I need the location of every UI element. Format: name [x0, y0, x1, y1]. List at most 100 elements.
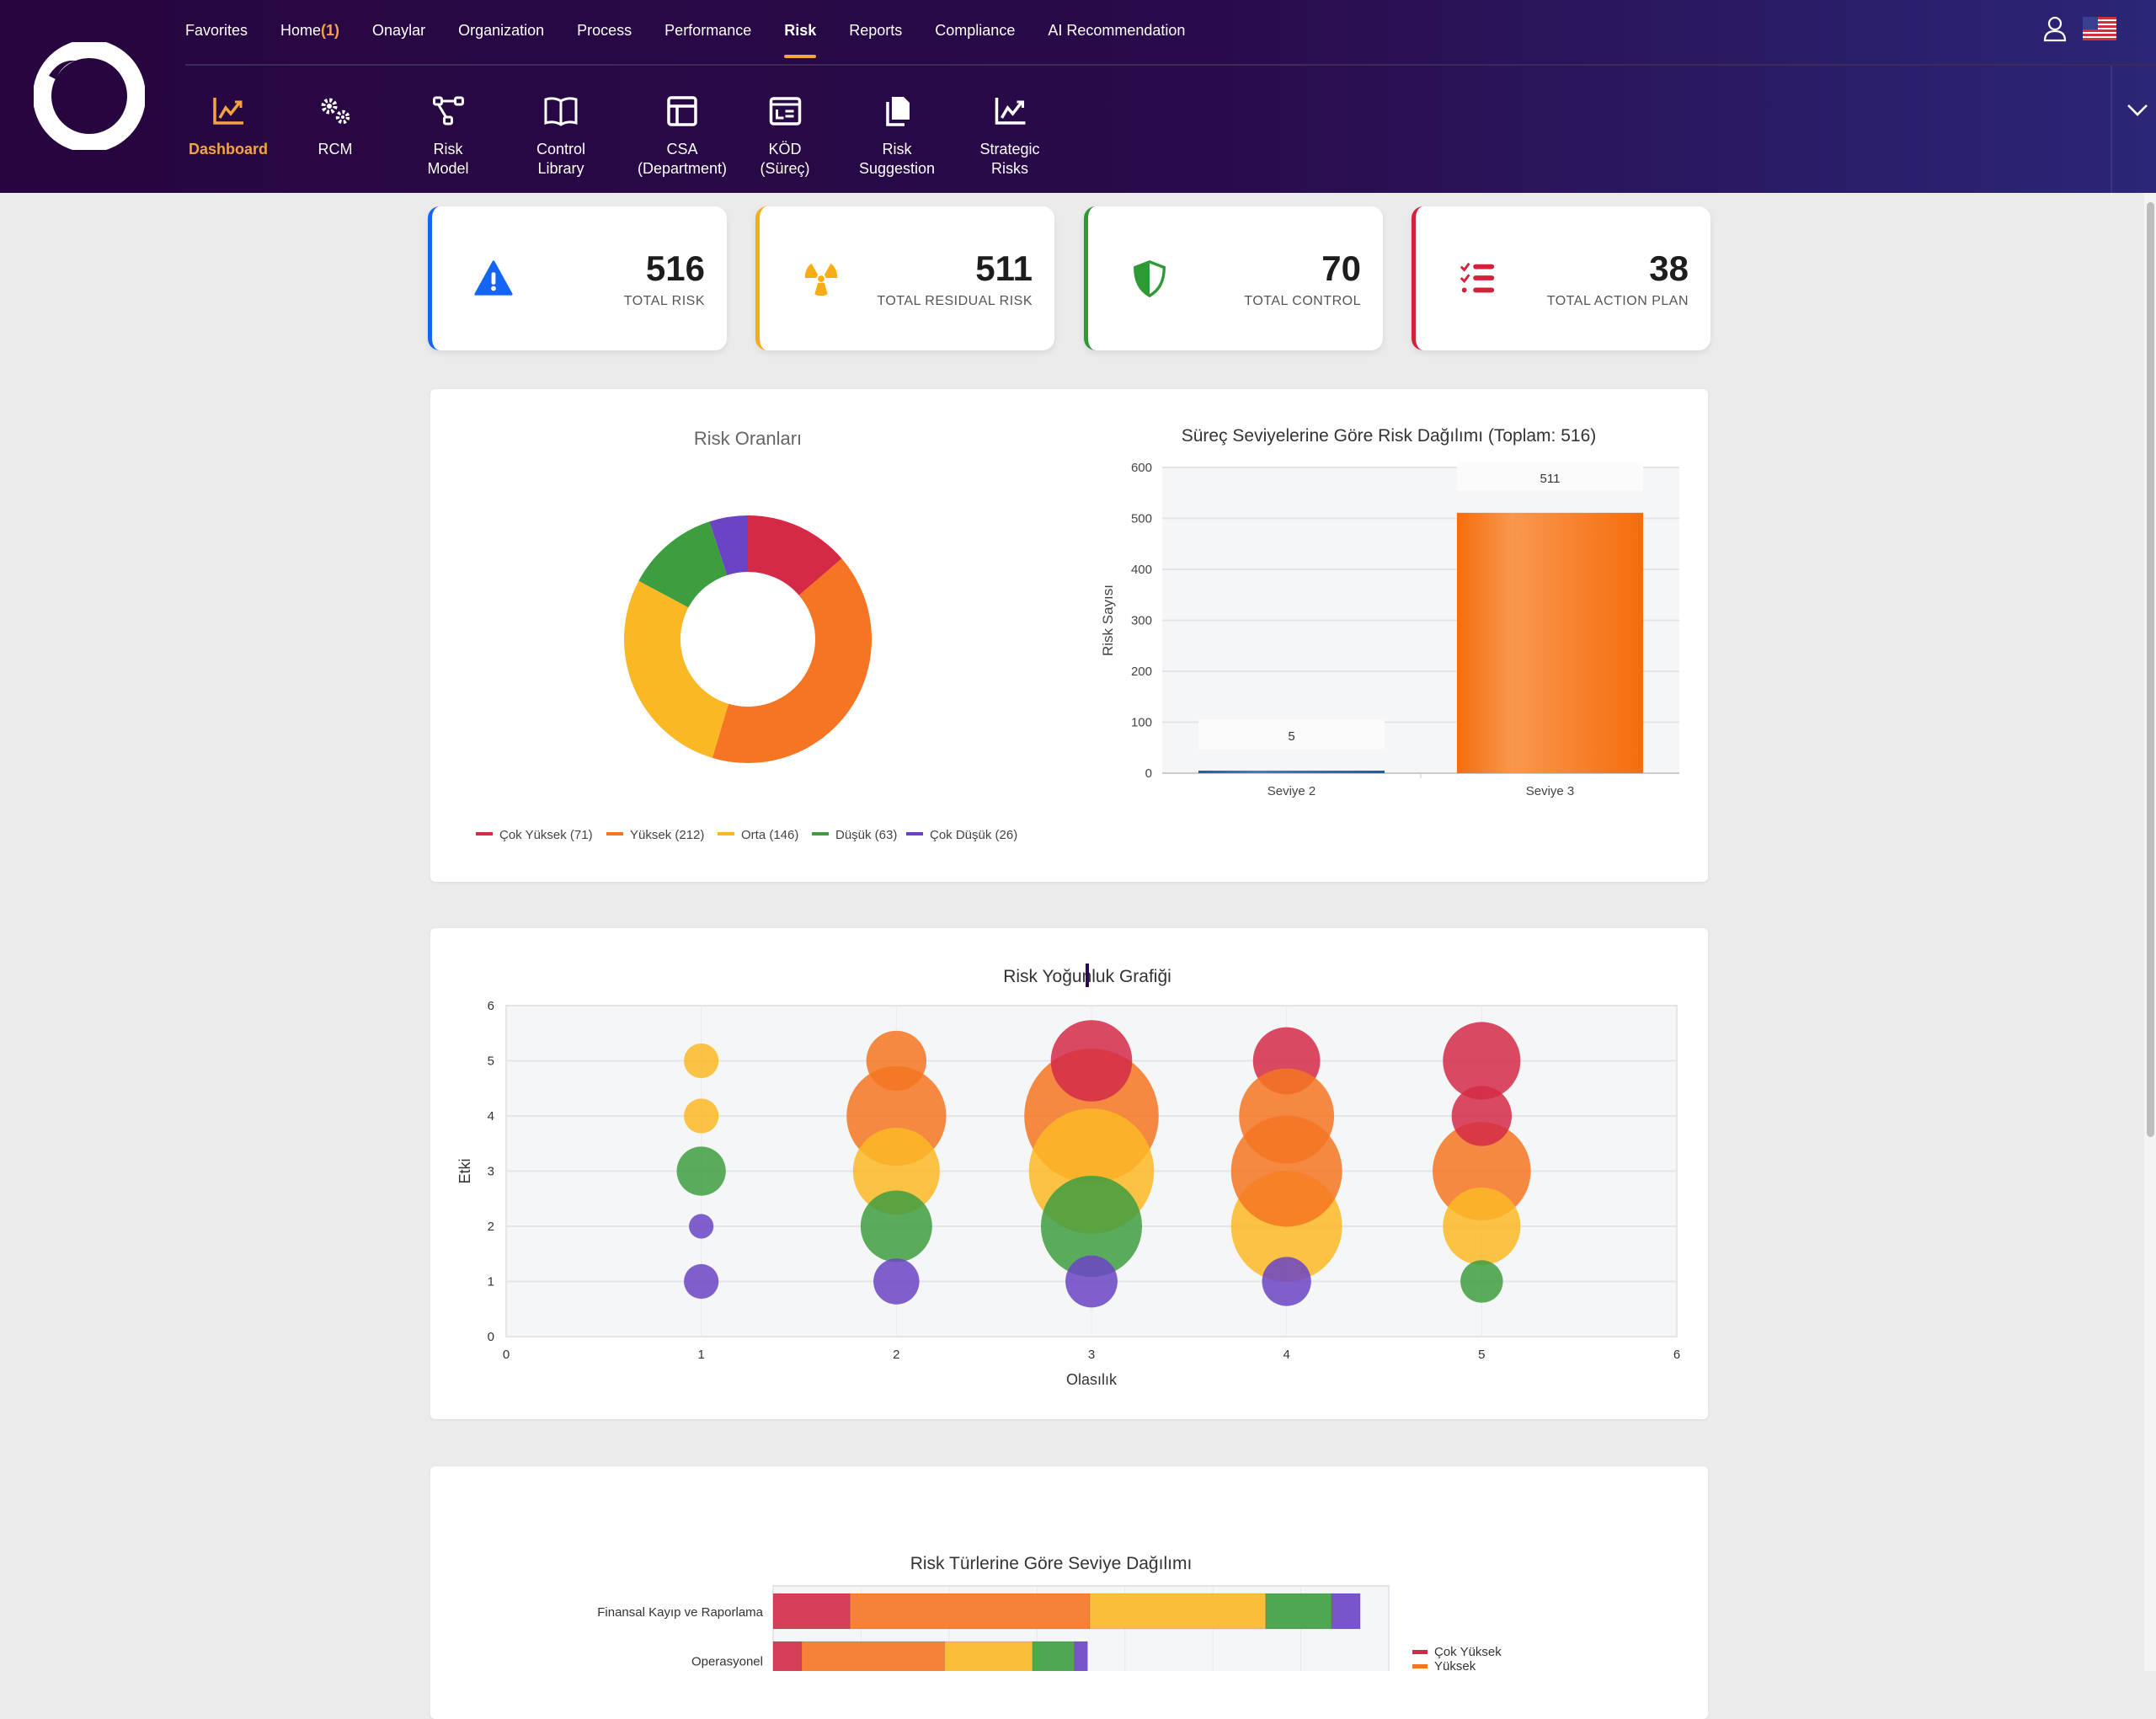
subnav-rcm[interactable]: RCM — [317, 94, 354, 159]
bubble[interactable] — [1040, 1175, 1143, 1278]
nav-process[interactable]: Process — [577, 22, 632, 56]
bubble[interactable] — [860, 1190, 932, 1263]
stat-value: 516 — [645, 248, 705, 288]
subnav-control[interactable]: Control Library — [536, 94, 585, 179]
bar-segment[interactable] — [801, 1641, 946, 1671]
subnav-risk[interactable]: Risk Model — [427, 94, 469, 179]
subnav-strategic[interactable]: Strategic Risks — [979, 94, 1040, 179]
x-tick-label: 6 — [1673, 1348, 1680, 1362]
chevron-down-icon[interactable] — [2126, 103, 2149, 118]
subnav-label: CSA (Department) — [637, 141, 728, 177]
bar-segment[interactable] — [1331, 1593, 1361, 1630]
y-tick-label: 0 — [488, 1330, 494, 1344]
stat-card-total-residual-risk[interactable]: 511 TOTAL RESIDUAL RISK — [755, 206, 1054, 350]
nav-label: Risk — [784, 22, 817, 39]
bubble[interactable] — [1460, 1260, 1503, 1303]
radiation-icon — [804, 263, 838, 296]
data-label: 5 — [1288, 729, 1294, 744]
nav-label: Onaylar — [372, 22, 426, 39]
nav-ai-recommendation[interactable]: AI Recommendation — [1048, 22, 1185, 56]
y-axis-label: Etki — [456, 1158, 473, 1183]
notification-count: (1) — [321, 22, 340, 39]
chart-title: Süreç Seviyelerine Göre Risk Dağılımı (T… — [1182, 426, 1597, 446]
legend-item[interactable]: Yüksek — [1434, 1659, 1476, 1671]
y-tick-label: 2 — [488, 1220, 494, 1234]
bubble[interactable] — [1262, 1257, 1311, 1306]
donut-slice[interactable] — [712, 558, 872, 763]
warning-icon — [474, 260, 513, 296]
bubble[interactable] — [684, 1098, 719, 1134]
diagram-icon — [432, 96, 464, 125]
nav-reports[interactable]: Reports — [849, 22, 902, 56]
nav-compliance[interactable]: Compliance — [935, 22, 1015, 56]
x-axis-label: Olasılık — [1066, 1371, 1118, 1388]
subnav-risk[interactable]: Risk Suggestion — [859, 94, 935, 179]
bubble[interactable] — [1451, 1086, 1513, 1146]
chart-title: Risk Oranları — [694, 428, 802, 449]
donut-slice[interactable] — [624, 580, 729, 758]
bar-segment[interactable] — [1265, 1593, 1332, 1630]
bar-segment[interactable] — [772, 1641, 803, 1671]
subnav-dashboard[interactable]: Dashboard — [189, 94, 268, 159]
bubble[interactable] — [1433, 1122, 1531, 1220]
stat-label: TOTAL RISK — [623, 294, 705, 308]
legend-item[interactable]: Yüksek (212) — [630, 828, 704, 842]
bar-segment[interactable] — [944, 1641, 1033, 1671]
nav-home[interactable]: Home(1) — [280, 22, 339, 56]
data-label-box — [1457, 462, 1643, 491]
bar-segment[interactable] — [772, 1593, 851, 1630]
donut-slice[interactable] — [748, 515, 842, 595]
subnav-csa[interactable]: CSA (Department) — [638, 94, 727, 179]
nav-risk[interactable]: Risk — [784, 22, 817, 58]
window-list-icon — [769, 97, 801, 125]
nav-performance[interactable]: Performance — [664, 22, 751, 56]
bar-segment[interactable] — [1032, 1641, 1075, 1671]
bar-segment[interactable] — [849, 1593, 1091, 1630]
nav-organization[interactable]: Organization — [458, 22, 544, 56]
bubble[interactable] — [1443, 1187, 1521, 1266]
bubble[interactable] — [684, 1043, 719, 1079]
data-label: 511 — [1540, 472, 1561, 486]
app-header: Favorites Home(1) Onaylar Organization Proce… — [0, 0, 2156, 193]
legend-item[interactable]: Orta (146) — [741, 828, 798, 842]
scrollbar-thumb[interactable] — [2147, 202, 2154, 1137]
stat-card-total-control[interactable]: 70 TOTAL CONTROL — [1084, 206, 1383, 350]
bubble[interactable] — [852, 1128, 940, 1215]
us-flag-icon[interactable] — [2083, 17, 2116, 40]
user-icon[interactable] — [2042, 15, 2068, 42]
stat-card-total-risk[interactable]: 516 TOTAL RISK — [428, 206, 727, 350]
bubble[interactable] — [676, 1146, 726, 1196]
y-tick-label: 400 — [1131, 563, 1152, 577]
bubble[interactable] — [689, 1214, 714, 1239]
subnav-label: Control Library — [536, 141, 586, 177]
x-tick-label: 2 — [893, 1348, 899, 1362]
legend-item[interactable]: Çok Düşük (26) — [930, 828, 1017, 842]
bar-segment[interactable] — [1074, 1641, 1088, 1671]
y-tick-label: 3 — [488, 1165, 494, 1179]
nav-onaylar[interactable]: Onaylar — [372, 22, 425, 56]
donut-slice[interactable] — [638, 521, 728, 608]
stat-card-total-action-plan[interactable]: 38 TOTAL ACTION PLAN — [1412, 206, 1710, 350]
bubble[interactable] — [684, 1263, 719, 1300]
bubble[interactable] — [873, 1258, 920, 1305]
bar[interactable] — [1457, 512, 1643, 773]
nav-divider — [185, 64, 2156, 66]
company-logo[interactable] — [34, 42, 145, 150]
stat-label: TOTAL RESIDUAL RISK — [877, 294, 1033, 308]
nav-label: Compliance — [935, 22, 1016, 39]
x-tick-label: Seviye 3 — [1526, 784, 1575, 798]
donut-slice[interactable] — [709, 515, 748, 575]
legend-item[interactable]: Düşük (63) — [835, 828, 897, 842]
bubble[interactable] — [1230, 1115, 1342, 1227]
legend-item[interactable]: Çok Yüksek (71) — [499, 828, 593, 842]
bubble[interactable] — [1065, 1255, 1118, 1308]
y-tick-label: 600 — [1131, 461, 1152, 475]
copy-icon — [886, 97, 910, 126]
nav-favorites[interactable]: Favorites — [185, 22, 248, 56]
subnav-köd[interactable]: KÖD (Süreç) — [760, 94, 810, 179]
bar[interactable] — [1198, 770, 1385, 773]
bubble[interactable] — [1443, 1022, 1521, 1100]
bar-segment[interactable] — [1089, 1593, 1267, 1630]
legend-item[interactable]: Çok Yüksek — [1434, 1645, 1502, 1659]
bubble[interactable] — [1050, 1020, 1133, 1102]
